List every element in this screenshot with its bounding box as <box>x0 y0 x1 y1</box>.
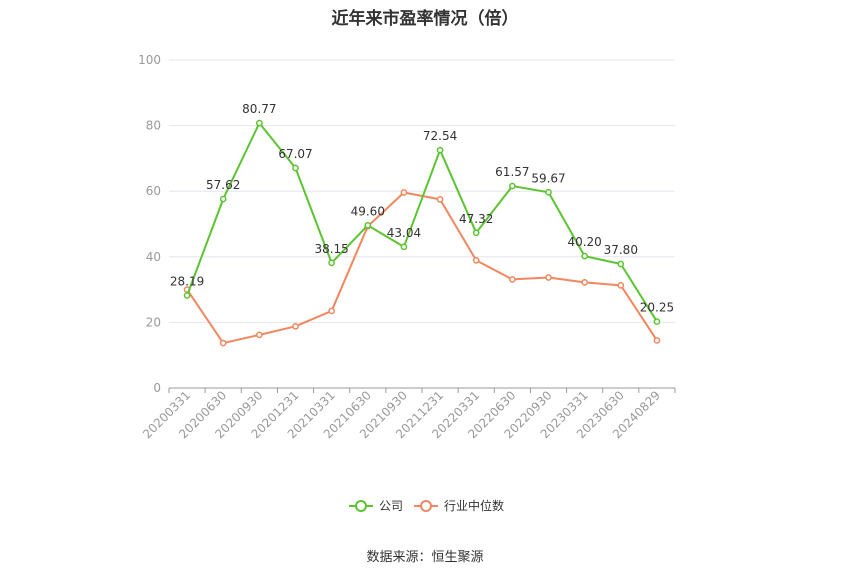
data-point <box>219 339 227 347</box>
data-label: 20.25 <box>640 301 674 315</box>
data-point <box>653 318 661 325</box>
series-line <box>186 191 658 345</box>
data-label: 72.54 <box>423 129 457 143</box>
data-label: 43.04 <box>387 226 421 240</box>
data-point <box>328 307 335 315</box>
series <box>183 119 661 347</box>
data-point <box>400 189 408 196</box>
data-point <box>472 229 480 237</box>
data-point <box>617 281 625 289</box>
data-point <box>256 119 263 127</box>
data-point <box>509 276 516 283</box>
data-label: 80.77 <box>242 102 276 116</box>
data-label: 38.15 <box>314 242 348 256</box>
data-label: 49.60 <box>351 204 385 218</box>
y-tick-label: 0 <box>153 381 161 395</box>
data-point <box>328 259 335 267</box>
chart-title: 近年来市盈率情况（倍） <box>331 9 519 29</box>
data-point <box>436 146 444 154</box>
legend: 公司 行业中位数 <box>349 498 504 513</box>
y-tick-label: 60 <box>146 184 161 198</box>
data-point <box>183 292 191 299</box>
data-point <box>436 196 444 203</box>
data-point <box>472 257 480 264</box>
data-source: 数据来源：恒生聚源 <box>366 550 484 565</box>
data-label: 37.80 <box>604 243 638 257</box>
gridlines <box>169 59 675 323</box>
data-point <box>653 337 661 344</box>
legend-swatch-marker <box>420 500 432 512</box>
data-point <box>581 279 588 286</box>
data-point <box>364 221 372 229</box>
y-tick-label: 20 <box>146 315 161 329</box>
data-label: 57.62 <box>206 178 240 192</box>
y-tick-label: 40 <box>146 250 161 264</box>
data-point <box>617 260 625 268</box>
data-point <box>509 182 516 190</box>
data-point <box>400 243 408 251</box>
y-tick-label: 100 <box>138 53 161 67</box>
y-tick-label: 80 <box>146 119 161 133</box>
data-point <box>292 322 299 330</box>
legend-swatch-marker <box>355 500 367 512</box>
series-line <box>186 122 658 323</box>
data-point <box>545 274 552 281</box>
legend-label: 行业中位数 <box>444 498 504 513</box>
data-label: 47.32 <box>459 212 493 226</box>
data-point <box>545 188 552 196</box>
data-label: 67.07 <box>278 147 312 161</box>
data-point <box>219 195 227 203</box>
data-label: 61.57 <box>495 165 529 179</box>
legend-label: 公司 <box>379 499 403 513</box>
data-label: 59.67 <box>531 171 565 185</box>
data-point <box>581 252 588 260</box>
data-point <box>292 164 299 172</box>
data-label: 28.19 <box>170 275 204 289</box>
data-point <box>256 331 263 339</box>
data-label: 40.20 <box>567 235 601 249</box>
